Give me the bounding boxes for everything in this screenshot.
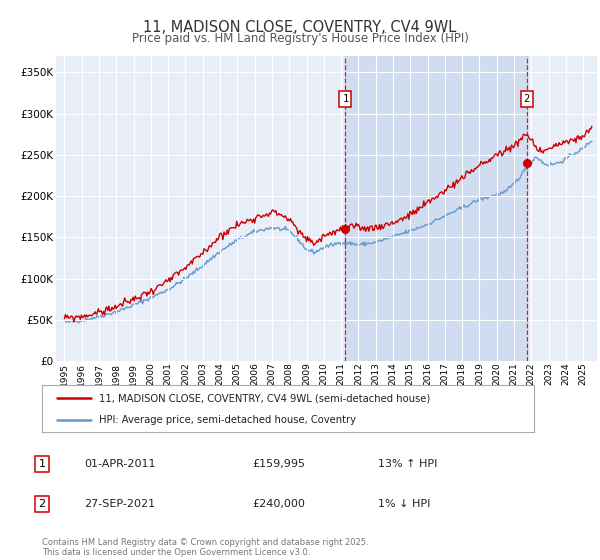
Text: £159,995: £159,995 [252,459,305,469]
Point [522,158,532,167]
Text: 01-APR-2011: 01-APR-2011 [84,459,155,469]
Text: 2: 2 [38,499,46,509]
Text: HPI: Average price, semi-detached house, Coventry: HPI: Average price, semi-detached house,… [98,415,356,425]
Bar [346,56,527,361]
Text: 27-SEP-2021: 27-SEP-2021 [84,499,155,509]
Text: 11, MADISON CLOSE, COVENTRY, CV4 9WL: 11, MADISON CLOSE, COVENTRY, CV4 9WL [143,20,457,35]
Text: 1: 1 [342,94,349,104]
Text: 11, MADISON CLOSE, COVENTRY, CV4 9WL (semi-detached house): 11, MADISON CLOSE, COVENTRY, CV4 9WL (se… [98,393,430,403]
Text: 1% ↓ HPI: 1% ↓ HPI [378,499,430,509]
Text: Contains HM Land Registry data © Crown copyright and database right 2025.: Contains HM Land Registry data © Crown c… [42,538,368,547]
Text: 2: 2 [524,94,530,104]
Text: 13% ↑ HPI: 13% ↑ HPI [378,459,437,469]
Point [341,225,350,234]
Text: Price paid vs. HM Land Registry's House Price Index (HPI): Price paid vs. HM Land Registry's House … [131,32,469,45]
Text: This data is licensed under the Open Government Licence v3.0.: This data is licensed under the Open Gov… [42,548,310,557]
Text: £240,000: £240,000 [252,499,305,509]
Text: 1: 1 [38,459,46,469]
